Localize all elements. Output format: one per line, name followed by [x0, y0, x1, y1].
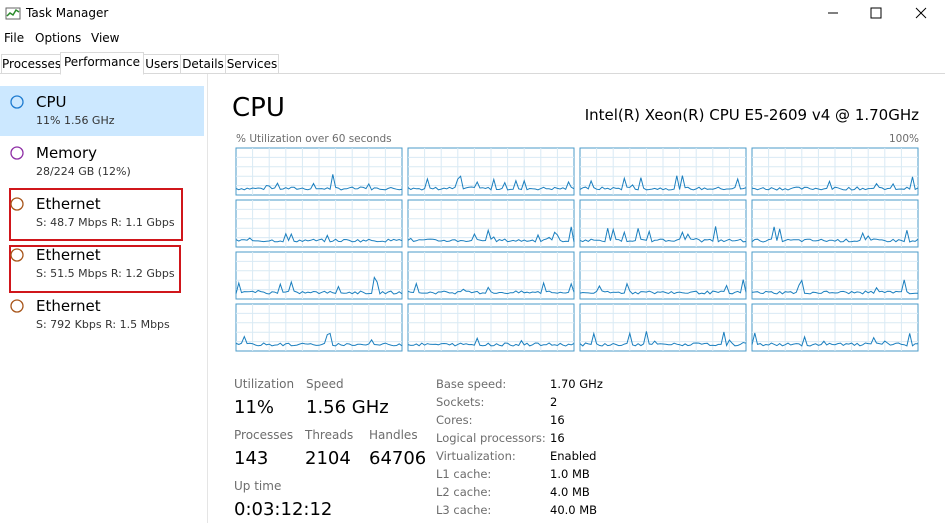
window-title: Task Manager: [26, 6, 109, 20]
spec-label: L2 cache:: [436, 485, 492, 499]
icon-circle: [10, 197, 24, 211]
spec-value: 1.70 GHz: [550, 377, 603, 391]
item-icon: [10, 248, 24, 262]
stat-label: Speed: [306, 377, 344, 391]
cpu-name: Intel(R) Xeon(R) CPU E5-2609 v4 @ 1.70GH…: [584, 106, 919, 124]
stat-value: 143: [234, 448, 269, 469]
sidebar-item-detail[interactable]: 11% 1.56 GHz: [36, 114, 115, 127]
icon-circle: [10, 146, 24, 160]
tab[interactable]: Users: [143, 54, 181, 73]
stat-label: Utilization: [234, 377, 295, 391]
graph-trace: [751, 332, 919, 347]
sidebar-divider: [207, 74, 208, 523]
sidebar-item-detail[interactable]: S: 51.5 Mbps R: 1.2 Gbps: [36, 267, 175, 280]
tab[interactable]: Performance: [60, 52, 144, 75]
stat-value: 2104: [305, 448, 351, 469]
graph-label: % Utilization over 60 seconds: [236, 133, 392, 145]
tab[interactable]: Processes: [1, 54, 61, 73]
graph-trace: [235, 232, 403, 243]
app-icon: [5, 7, 21, 20]
stat-label: Threads: [305, 428, 354, 442]
graph-trace: [751, 226, 919, 243]
sidebar-item-name[interactable]: Ethernet: [36, 195, 101, 213]
graph-trace: [235, 332, 403, 347]
graph-trace: [579, 226, 747, 243]
item-icon: [10, 299, 24, 313]
stat-value: 11%: [234, 397, 275, 418]
spec-label: Virtualization:: [436, 449, 516, 463]
spec-value: 1.0 MB: [550, 467, 590, 481]
sidebar-item-name[interactable]: Ethernet: [36, 297, 101, 315]
graph-trace: [751, 279, 918, 295]
spec-label: Sockets:: [436, 395, 485, 409]
spec-value: 40.0 MB: [550, 503, 598, 517]
item-icon: [10, 197, 24, 211]
sidebar-item-name[interactable]: Ethernet: [36, 246, 101, 264]
sidebar-item-name[interactable]: Memory: [36, 144, 98, 162]
spec-value: 16: [550, 413, 565, 427]
graph-trace: [407, 175, 575, 191]
graph-max: 100%: [888, 133, 919, 145]
graph-trace: [407, 226, 575, 243]
item-icon: [10, 95, 24, 109]
menu-item[interactable]: Options: [35, 31, 82, 45]
graph-trace: [235, 174, 403, 191]
tab-divider: [0, 73, 945, 74]
icon-circle: [10, 299, 24, 313]
stat-value: 0:03:12:12: [234, 499, 333, 520]
sidebar-item-detail[interactable]: S: 792 Kbps R: 1.5 Mbps: [36, 318, 170, 331]
stat-value: 64706: [369, 448, 427, 469]
graph-trace: [235, 275, 403, 295]
spec-value: Enabled: [550, 449, 597, 463]
menu-item[interactable]: View: [91, 31, 120, 45]
graph-trace: [579, 175, 747, 191]
graph-trace: [407, 336, 575, 347]
spec-label: Cores:: [436, 413, 473, 427]
stat-label: Processes: [234, 428, 294, 442]
graph-trace: [407, 281, 575, 295]
tab[interactable]: Services: [225, 54, 279, 73]
spec-label: L1 cache:: [436, 467, 492, 481]
core-graphs: [235, 147, 919, 352]
menu-item[interactable]: File: [4, 31, 25, 45]
sidebar-item-detail[interactable]: 28/224 GB (12%): [36, 165, 131, 178]
stat-label: Up time: [234, 479, 282, 493]
graph-trace: [579, 331, 747, 348]
stat-label: Handles: [369, 428, 418, 442]
tab[interactable]: Details: [180, 54, 226, 73]
highlight-box: [9, 188, 183, 241]
icon-circle: [10, 248, 24, 262]
highlight-box: [9, 245, 181, 293]
sidebar-item-detail[interactable]: S: 48.7 Mbps R: 1.1 Gbps: [36, 216, 175, 229]
graph-trace: [751, 176, 919, 191]
icon-circle: [10, 95, 24, 109]
spec-value: 16: [550, 431, 565, 445]
spec-label: Logical processors:: [436, 431, 546, 445]
selected-background: [0, 86, 204, 136]
window-controls[interactable]: [810, 0, 945, 28]
spec-label: Base speed:: [436, 377, 507, 391]
item-icon: [10, 146, 24, 160]
spec-value: 2: [550, 395, 558, 409]
main-title: CPU: [232, 93, 285, 123]
stat-value: 1.56 GHz: [306, 397, 389, 418]
spec-label: L3 cache:: [436, 503, 492, 517]
graph-trace: [579, 279, 747, 295]
spec-value: 4.0 MB: [550, 485, 590, 499]
sidebar-item-name[interactable]: CPU: [36, 93, 67, 111]
